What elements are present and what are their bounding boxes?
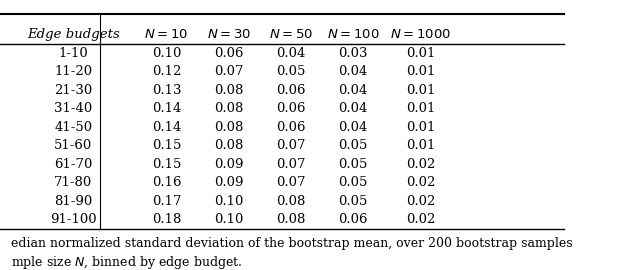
Text: 0.10: 0.10	[214, 213, 243, 226]
Text: 0.08: 0.08	[214, 121, 243, 134]
Text: 0.02: 0.02	[406, 194, 435, 208]
Text: 0.06: 0.06	[276, 84, 305, 97]
Text: 0.06: 0.06	[214, 47, 243, 60]
Text: 0.05: 0.05	[338, 176, 367, 189]
Text: 21-30: 21-30	[54, 84, 93, 97]
Text: 0.01: 0.01	[406, 84, 435, 97]
Text: 0.01: 0.01	[406, 102, 435, 115]
Text: 0.05: 0.05	[338, 194, 367, 208]
Text: 81-90: 81-90	[54, 194, 93, 208]
Text: $N = 10$: $N = 10$	[145, 28, 189, 41]
Text: 0.09: 0.09	[214, 176, 243, 189]
Text: 0.05: 0.05	[338, 139, 367, 152]
Text: 0.01: 0.01	[406, 65, 435, 78]
Text: 0.08: 0.08	[276, 194, 305, 208]
Text: 0.17: 0.17	[152, 194, 181, 208]
Text: 0.08: 0.08	[276, 213, 305, 226]
Text: 0.08: 0.08	[214, 139, 243, 152]
Text: 0.09: 0.09	[214, 157, 243, 171]
Text: $N = 50$: $N = 50$	[269, 28, 313, 41]
Text: 0.02: 0.02	[406, 176, 435, 189]
Text: 71-80: 71-80	[54, 176, 93, 189]
Text: 0.14: 0.14	[152, 102, 181, 115]
Text: 0.08: 0.08	[214, 102, 243, 115]
Text: $N = 100$: $N = 100$	[326, 28, 379, 41]
Text: 0.08: 0.08	[214, 84, 243, 97]
Text: 31-40: 31-40	[54, 102, 93, 115]
Text: 0.07: 0.07	[276, 157, 305, 171]
Text: 0.16: 0.16	[152, 176, 181, 189]
Text: 91-100: 91-100	[50, 213, 97, 226]
Text: edian normalized standard deviation of the bootstrap mean, over 200 bootstrap sa: edian normalized standard deviation of t…	[12, 237, 573, 250]
Text: 0.07: 0.07	[214, 65, 243, 78]
Text: 0.01: 0.01	[406, 139, 435, 152]
Text: 0.14: 0.14	[152, 121, 181, 134]
Text: 0.12: 0.12	[152, 65, 181, 78]
Text: Edge budgets: Edge budgets	[27, 28, 120, 41]
Text: 61-70: 61-70	[54, 157, 93, 171]
Text: 0.01: 0.01	[406, 47, 435, 60]
Text: 0.07: 0.07	[276, 176, 305, 189]
Text: 0.01: 0.01	[406, 121, 435, 134]
Text: 11-20: 11-20	[54, 65, 92, 78]
Text: 0.04: 0.04	[338, 65, 367, 78]
Text: $N = 30$: $N = 30$	[207, 28, 251, 41]
Text: 41-50: 41-50	[54, 121, 92, 134]
Text: 0.02: 0.02	[406, 157, 435, 171]
Text: 0.04: 0.04	[276, 47, 305, 60]
Text: 1-10: 1-10	[58, 47, 88, 60]
Text: 0.10: 0.10	[152, 47, 181, 60]
Text: $N = 1000$: $N = 1000$	[390, 28, 451, 41]
Text: 0.06: 0.06	[338, 213, 367, 226]
Text: 0.13: 0.13	[152, 84, 181, 97]
Text: 51-60: 51-60	[54, 139, 93, 152]
Text: 0.06: 0.06	[276, 121, 305, 134]
Text: 0.04: 0.04	[338, 121, 367, 134]
Text: 0.05: 0.05	[338, 157, 367, 171]
Text: 0.03: 0.03	[338, 47, 367, 60]
Text: 0.07: 0.07	[276, 139, 305, 152]
Text: mple size $N$, binned by edge budget.: mple size $N$, binned by edge budget.	[12, 254, 243, 270]
Text: 0.15: 0.15	[152, 157, 181, 171]
Text: 0.05: 0.05	[276, 65, 305, 78]
Text: 0.02: 0.02	[406, 213, 435, 226]
Text: 0.10: 0.10	[214, 194, 243, 208]
Text: 0.04: 0.04	[338, 102, 367, 115]
Text: 0.06: 0.06	[276, 102, 305, 115]
Text: 0.18: 0.18	[152, 213, 181, 226]
Text: 0.04: 0.04	[338, 84, 367, 97]
Text: 0.15: 0.15	[152, 139, 181, 152]
